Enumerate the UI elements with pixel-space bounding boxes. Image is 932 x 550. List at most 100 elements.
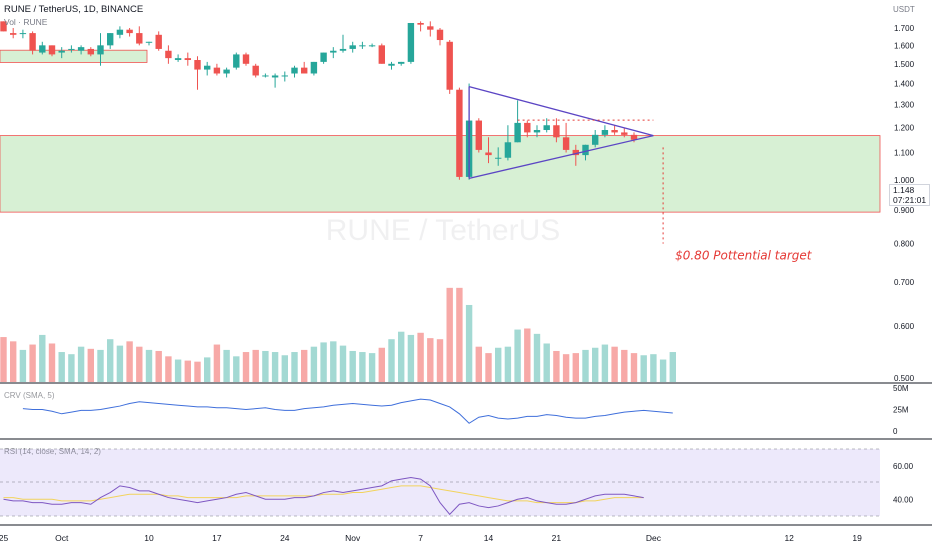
currency-label: USDT: [893, 5, 915, 14]
volume-bar: [233, 356, 240, 382]
volume-bar: [407, 334, 415, 382]
candle-body: [213, 67, 221, 74]
time-tick-label: 24: [280, 533, 290, 543]
candle-body: [242, 54, 250, 64]
candle-body: [10, 33, 17, 35]
volume-bar: [281, 355, 288, 382]
price-tick-label: 1.400: [894, 80, 915, 89]
volume-bar: [436, 339, 444, 382]
time-axis[interactable]: 25 Oct 10 17 24 Nov 7 14 21 Dec 12 19: [0, 533, 862, 543]
candle-body: [252, 65, 259, 76]
candle-body: [359, 45, 366, 47]
time-tick-label: Nov: [345, 533, 361, 543]
time-tick-label: 19: [852, 533, 862, 543]
volume-bar: [19, 349, 27, 382]
volume-bar: [68, 354, 75, 382]
candle-body: [107, 33, 114, 46]
price-axis[interactable]: 1.700 1.600 1.500 1.400 1.300 1.200 1.100 1.000…: [894, 24, 915, 383]
time-tick-label: 12: [784, 533, 794, 543]
price-tick-label: 0.800: [894, 240, 915, 249]
time-tick-label: 10: [144, 533, 154, 543]
volume-bar: [58, 352, 65, 382]
volume-bar: [107, 339, 114, 382]
volume-bar: [669, 352, 676, 382]
volume-label: Vol · RUNE: [4, 17, 48, 27]
candle-body: [572, 149, 579, 156]
volume-bar: [592, 347, 599, 382]
candle-body: [330, 50, 337, 53]
candle-body: [126, 29, 133, 34]
candle-body: [184, 58, 191, 61]
volume-bar: [136, 346, 143, 382]
volume-bar: [650, 354, 657, 382]
candle-body: [19, 33, 27, 35]
volume-bar: [630, 353, 638, 382]
volume-bar: [359, 352, 366, 382]
volume-bar: [174, 359, 182, 382]
price-tick-label: 1.100: [894, 149, 915, 158]
volume-bar: [514, 329, 521, 382]
price-tick-label: 1.500: [894, 60, 915, 69]
volume-bar: [621, 349, 628, 382]
rsi-band: [0, 449, 880, 516]
candle-body: [456, 89, 463, 177]
volume-bar: [116, 345, 124, 382]
crv-label: CRV (SMA, 5): [4, 391, 55, 400]
rsi-tick-label: 40.00: [893, 495, 914, 504]
volume-bar: [310, 346, 318, 382]
volume-bar: [291, 352, 298, 382]
volume-bar: [223, 349, 230, 382]
candle-body: [0, 21, 7, 32]
candle-body: [562, 137, 570, 150]
candle-body: [417, 22, 424, 25]
volume-bar: [504, 346, 512, 382]
candle-body: [68, 48, 75, 50]
volume-bar: [330, 341, 337, 382]
triangle-upper-trendline[interactable]: [468, 85, 654, 137]
current-price-value: 1.148: [893, 185, 915, 195]
volume-bar: [262, 350, 269, 382]
candle-body: [233, 54, 240, 68]
old-demand-zone[interactable]: [0, 49, 148, 63]
candle-body: [446, 41, 453, 90]
volume-bar: [39, 334, 46, 382]
volume-bar: [271, 352, 279, 382]
price-tick-label: 0.500: [894, 374, 915, 383]
crv-tick-label: 0: [893, 427, 898, 436]
candle-body: [436, 29, 444, 41]
volume-bar: [349, 350, 356, 382]
volume-bar: [659, 359, 667, 382]
price-tick-label: 1.200: [894, 124, 915, 133]
volume-bar: [97, 349, 104, 382]
volume-bar: [553, 350, 560, 382]
candle-body: [204, 65, 211, 70]
volume-bar: [87, 348, 94, 382]
candle-body: [271, 75, 279, 78]
target-annotation: $0.80 Pottential target: [675, 249, 813, 263]
price-tick-label: 0.700: [894, 278, 915, 287]
volume-bar: [562, 354, 570, 382]
candle-body: [621, 132, 628, 135]
support-zone[interactable]: [0, 135, 881, 213]
volume-bar: [495, 347, 502, 382]
volume-bars: [0, 287, 676, 382]
volume-bar: [475, 346, 482, 382]
volume-bar: [368, 353, 376, 382]
candle-body: [48, 45, 56, 55]
symbol-header[interactable]: RUNE / TetherUS, 1D, BINANCE: [4, 4, 144, 15]
volume-bar: [388, 339, 395, 382]
volume-bar: [301, 349, 308, 382]
volume-bar: [398, 331, 405, 382]
volume-bar: [29, 344, 36, 382]
volume-bar: [194, 361, 201, 382]
candle-body: [611, 130, 618, 133]
triangle-lower-trendline[interactable]: [468, 134, 654, 179]
crv-tick-label: 50M: [893, 384, 909, 393]
candle-body: [223, 69, 230, 74]
candle-body: [262, 75, 269, 77]
volume-bar: [213, 344, 221, 382]
candle-body: [368, 45, 376, 47]
rsi-sma-line: [3, 485, 644, 504]
crv-axis: 50M 25M 0: [893, 384, 909, 436]
